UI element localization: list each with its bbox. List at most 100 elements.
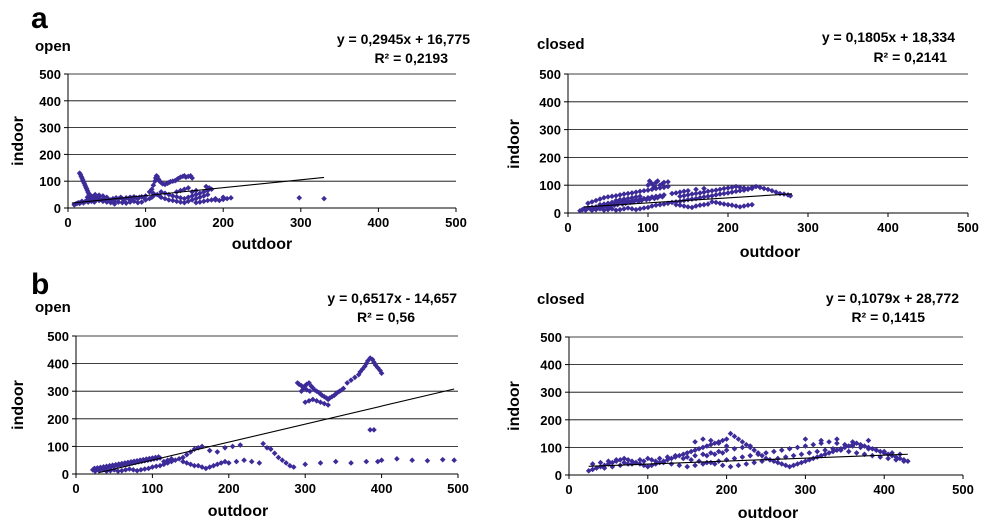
y-tick-label: 200 bbox=[539, 150, 561, 165]
data-point bbox=[715, 440, 722, 447]
data-point bbox=[708, 437, 714, 444]
x-tick-label: 400 bbox=[368, 215, 390, 230]
data-point bbox=[861, 443, 868, 449]
y-tick-label: 500 bbox=[39, 67, 61, 82]
data-point bbox=[191, 446, 198, 452]
data-point bbox=[127, 199, 133, 205]
data-point bbox=[761, 185, 767, 192]
data-point bbox=[237, 442, 244, 448]
data-point bbox=[723, 457, 730, 463]
data-point bbox=[735, 436, 742, 442]
data-point bbox=[129, 460, 136, 466]
x-tick-label: 400 bbox=[873, 482, 895, 497]
x-tick-label: 200 bbox=[717, 220, 739, 235]
data-point bbox=[814, 454, 821, 460]
data-point bbox=[94, 465, 101, 471]
data-point bbox=[622, 200, 629, 207]
data-point bbox=[729, 202, 735, 209]
data-point bbox=[646, 196, 653, 202]
data-point bbox=[340, 385, 347, 392]
data-point bbox=[681, 203, 687, 209]
data-point bbox=[183, 460, 190, 466]
data-point bbox=[152, 178, 158, 184]
data-point bbox=[204, 187, 211, 194]
data-point bbox=[187, 461, 194, 468]
data-point bbox=[260, 440, 266, 447]
data-point bbox=[617, 206, 623, 213]
data-point bbox=[256, 460, 263, 466]
data-point bbox=[378, 457, 385, 463]
data-point bbox=[90, 467, 96, 473]
data-point bbox=[741, 203, 747, 209]
data-point bbox=[119, 199, 126, 206]
y-tick-label: 500 bbox=[540, 330, 562, 345]
data-point bbox=[302, 461, 308, 468]
data-point bbox=[609, 463, 616, 470]
x-tick-label: 400 bbox=[877, 220, 899, 235]
data-point bbox=[893, 457, 899, 463]
data-point bbox=[134, 467, 140, 474]
data-point bbox=[138, 458, 145, 465]
data-point bbox=[606, 203, 613, 209]
data-point bbox=[191, 462, 198, 469]
data-point bbox=[371, 427, 377, 433]
data-point bbox=[313, 398, 320, 404]
data-point bbox=[115, 199, 122, 205]
data-point bbox=[123, 200, 129, 206]
data-point bbox=[226, 460, 232, 466]
data-point bbox=[183, 451, 190, 458]
data-point bbox=[688, 457, 694, 463]
data-point bbox=[873, 447, 880, 453]
y-axis-label: indoor bbox=[506, 119, 523, 169]
data-point bbox=[365, 358, 371, 364]
data-point bbox=[228, 195, 234, 201]
data-point bbox=[905, 458, 911, 464]
data-point bbox=[111, 463, 117, 470]
data-point bbox=[149, 186, 155, 193]
data-point bbox=[629, 206, 635, 212]
y-tick-label: 0 bbox=[54, 201, 61, 216]
trendline bbox=[588, 453, 908, 467]
data-point bbox=[802, 436, 809, 442]
data-point bbox=[711, 451, 718, 458]
data-point bbox=[609, 459, 616, 466]
x-tick-label: 300 bbox=[290, 215, 312, 230]
data-point bbox=[80, 200, 87, 206]
data-point bbox=[759, 458, 765, 464]
x-tick-label: 300 bbox=[797, 220, 819, 235]
data-point bbox=[834, 436, 840, 442]
data-point bbox=[290, 464, 297, 470]
data-point bbox=[177, 199, 184, 205]
data-point bbox=[279, 457, 286, 463]
data-point bbox=[96, 467, 102, 474]
data-point bbox=[377, 367, 383, 374]
data-point bbox=[684, 450, 690, 456]
y-tick-label: 100 bbox=[39, 174, 61, 189]
x-tick-label: 0 bbox=[565, 482, 572, 497]
data-point bbox=[637, 206, 643, 212]
data-point bbox=[692, 439, 698, 445]
data-point bbox=[692, 462, 698, 469]
data-point bbox=[704, 443, 710, 449]
data-point bbox=[794, 444, 801, 451]
data-point bbox=[677, 189, 683, 195]
data-point bbox=[638, 197, 645, 204]
data-point bbox=[271, 450, 278, 457]
data-point bbox=[692, 447, 698, 453]
data-point bbox=[130, 467, 137, 473]
data-point bbox=[747, 443, 754, 449]
data-point bbox=[723, 443, 730, 449]
data-point bbox=[97, 196, 104, 203]
data-point bbox=[677, 202, 683, 209]
data-point bbox=[216, 197, 223, 204]
data-point bbox=[173, 193, 180, 200]
data-point bbox=[723, 447, 730, 453]
data-point bbox=[865, 445, 872, 452]
data-point bbox=[164, 457, 171, 463]
scatter-chart-a-closed: 0 100 200 300 400 500 0 100 200 300 400 500 closed y … bbox=[506, 29, 979, 261]
data-point bbox=[283, 460, 289, 466]
data-point bbox=[100, 193, 106, 199]
data-point bbox=[149, 464, 156, 470]
chart-title: closed bbox=[537, 36, 585, 53]
data-point bbox=[306, 398, 312, 404]
